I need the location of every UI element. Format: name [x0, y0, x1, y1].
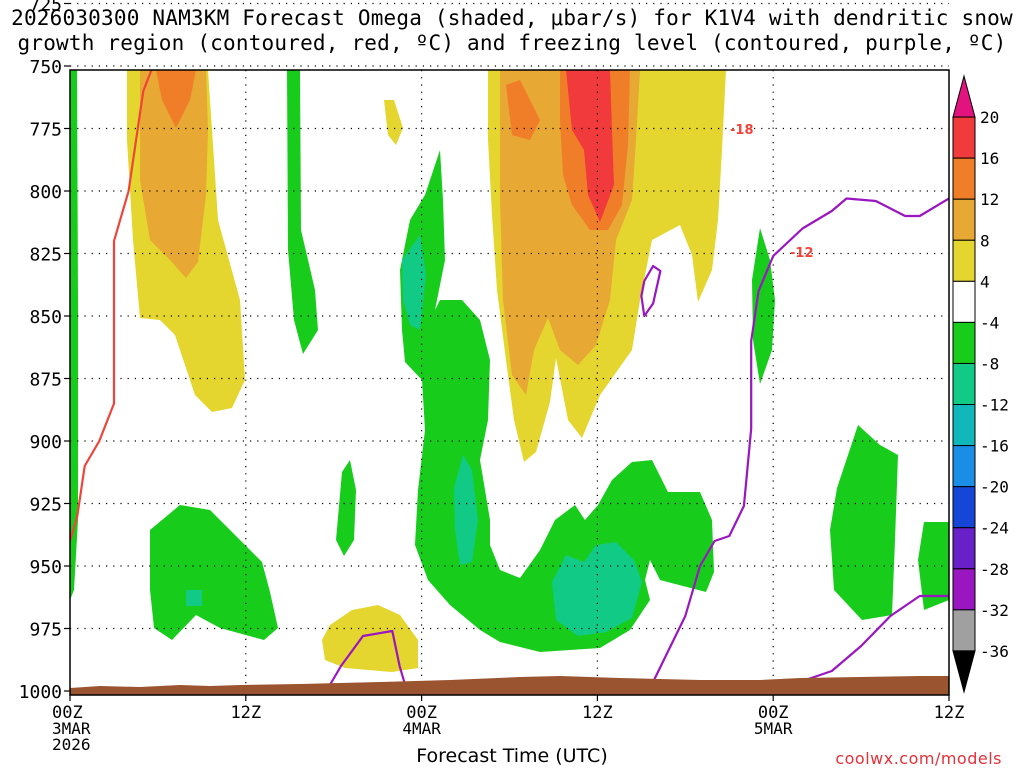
omega-shade-pos12: [156, 70, 196, 128]
y-tick-label: 975: [29, 620, 62, 641]
y-tick-label: 875: [29, 370, 62, 391]
colorbar-label: -24: [980, 519, 1009, 538]
omega-shade-neg4: [287, 70, 318, 354]
omega-shade-pos4: [322, 605, 418, 672]
colorbar-swatch: [952, 527, 976, 570]
colorbar-arrow-top: [952, 74, 976, 118]
contours-layer: [70, 70, 949, 695]
colorbar-swatch: [952, 445, 976, 488]
colorbar-swatch: [952, 404, 976, 447]
y-axis: 5255505756006256506757007257507758008258…: [19, 0, 70, 703]
omega-shade-pos8: [140, 70, 208, 278]
colorbar-label: -32: [980, 601, 1009, 620]
y-tick-label: 900: [29, 432, 62, 453]
colorbar-swatch: [952, 321, 976, 364]
site-credit: coolwx.com/models: [835, 749, 1002, 768]
omega-shade-neg4: [830, 425, 898, 620]
omega-shade-neg4: [150, 505, 278, 640]
colorbar-swatch: [952, 280, 976, 323]
x-axis-title: Forecast Time (UTC): [416, 745, 608, 767]
colorbar-swatch: [952, 157, 976, 200]
omega-shade-neg8: [402, 235, 426, 330]
colorbar-swatch: [952, 239, 976, 282]
colorbar-swatch: [952, 116, 976, 159]
y-tick-label: 775: [29, 120, 62, 141]
terrain-ground: [70, 676, 949, 695]
plot-frame: [69, 69, 950, 696]
freezing-level-contour: [325, 629, 408, 692]
chart-title-line1: 2026030300 NAM3KM Forecast Omega (shaded…: [11, 6, 1013, 30]
omega-shade-neg4: [918, 522, 949, 610]
colorbar-label: 8: [980, 231, 990, 250]
colorbar-swatch: [952, 486, 976, 529]
colorbar-label: -16: [980, 437, 1009, 456]
colorbar-label: 16: [980, 149, 999, 168]
x-tick-label: 12Z: [582, 703, 613, 723]
x-tick-label: 00Z: [758, 703, 789, 723]
x-tick-sublabel: 3MAR: [52, 719, 91, 738]
colorbar-label: 4: [980, 272, 990, 291]
gridlines: [70, 2, 949, 695]
colorbar-swatch: [952, 362, 976, 406]
y-tick-label: 850: [29, 307, 62, 328]
shading-layer: [70, 70, 949, 672]
colorbar-swatch: [952, 609, 976, 652]
omega-shade-neg8: [186, 590, 202, 606]
colorbar-label: 20: [980, 108, 999, 127]
colorbar-swatch: [952, 198, 976, 241]
x-tick-sublabel: 5MAR: [754, 719, 793, 738]
contour-label-dgz-lower: -12: [790, 246, 814, 261]
colorbar-label: -20: [980, 478, 1009, 497]
colorbar-label: -36: [980, 642, 1009, 661]
y-tick-label: 725: [29, 0, 62, 16]
omega-shade-neg8: [454, 455, 478, 565]
omega-shade-neg4: [400, 150, 714, 652]
freezing-level-contour: [640, 264, 662, 318]
colorbar-label: -12: [980, 396, 1009, 415]
x-tick-label: 12Z: [230, 703, 261, 723]
colorbar-label: -4: [980, 313, 999, 332]
colorbar-arrow-bottom: [952, 650, 976, 694]
y-tick-label: 800: [29, 182, 62, 203]
colorbar-label: 12: [980, 190, 999, 209]
colorbar-label: -28: [980, 560, 1009, 579]
x-tick-label: 00Z: [52, 703, 83, 723]
chart-title-line2: growth region (contoured, red, ºC) and f…: [17, 31, 1007, 55]
omega-shade-pos12: [506, 80, 540, 140]
x-tick-sublabel: 4MAR: [402, 719, 441, 738]
y-tick-label: 1000: [19, 682, 62, 703]
x-tick-sublabel: 2026: [52, 735, 91, 754]
dgz-contour-line: [70, 70, 153, 542]
colorbar: 20 16 12 8 4 -4 -8 -12 -16 -20 -24 -28 -32 -36: [952, 74, 1009, 694]
freezing-level-contour: [647, 197, 949, 692]
x-tick-label: 12Z: [934, 703, 965, 723]
contour-label-dgz-upper: -18: [730, 123, 754, 138]
omega-shade-pos16: [566, 70, 614, 222]
y-tick-label: 950: [29, 557, 62, 578]
omega-shade-pos4: [656, 70, 682, 115]
y-tick-label: 825: [29, 245, 62, 266]
omega-shade-pos4: [384, 100, 403, 145]
y-tick-label: 750: [29, 57, 62, 78]
x-tick-label: 00Z: [406, 703, 437, 723]
omega-shade-neg4: [336, 460, 356, 556]
omega-shade-neg4: [70, 70, 78, 600]
y-tick-label: 925: [29, 495, 62, 516]
colorbar-label: -8: [980, 354, 999, 373]
colorbar-swatch: [952, 568, 976, 611]
